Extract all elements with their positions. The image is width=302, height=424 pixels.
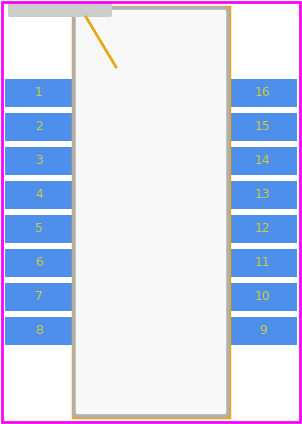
Bar	[229, 215, 297, 243]
Text: 1: 1	[35, 86, 43, 100]
Bar	[5, 113, 73, 141]
Bar	[229, 283, 297, 311]
Text: 9: 9	[259, 324, 267, 338]
Bar	[229, 249, 297, 277]
Text: 15: 15	[255, 120, 271, 134]
Text: 8: 8	[35, 324, 43, 338]
Bar	[229, 113, 297, 141]
Bar	[5, 249, 73, 277]
Text: 5: 5	[35, 223, 43, 235]
Bar	[229, 147, 297, 175]
FancyBboxPatch shape	[74, 8, 228, 416]
Bar	[229, 181, 297, 209]
Text: 11: 11	[255, 257, 271, 270]
Bar	[5, 79, 73, 107]
Text: 4: 4	[35, 189, 43, 201]
Bar	[229, 79, 297, 107]
Text: 7: 7	[35, 290, 43, 304]
Bar	[5, 317, 73, 345]
Text: 16: 16	[255, 86, 271, 100]
Text: 12: 12	[255, 223, 271, 235]
Text: 13: 13	[255, 189, 271, 201]
Bar	[5, 283, 73, 311]
Text: 14: 14	[255, 154, 271, 167]
Bar	[5, 181, 73, 209]
FancyBboxPatch shape	[8, 1, 112, 17]
Text: 10: 10	[255, 290, 271, 304]
Text: 6: 6	[35, 257, 43, 270]
Bar	[229, 317, 297, 345]
Text: 3: 3	[35, 154, 43, 167]
Bar	[5, 215, 73, 243]
Bar	[5, 147, 73, 175]
Text: 2: 2	[35, 120, 43, 134]
Bar	[73, 7, 229, 417]
